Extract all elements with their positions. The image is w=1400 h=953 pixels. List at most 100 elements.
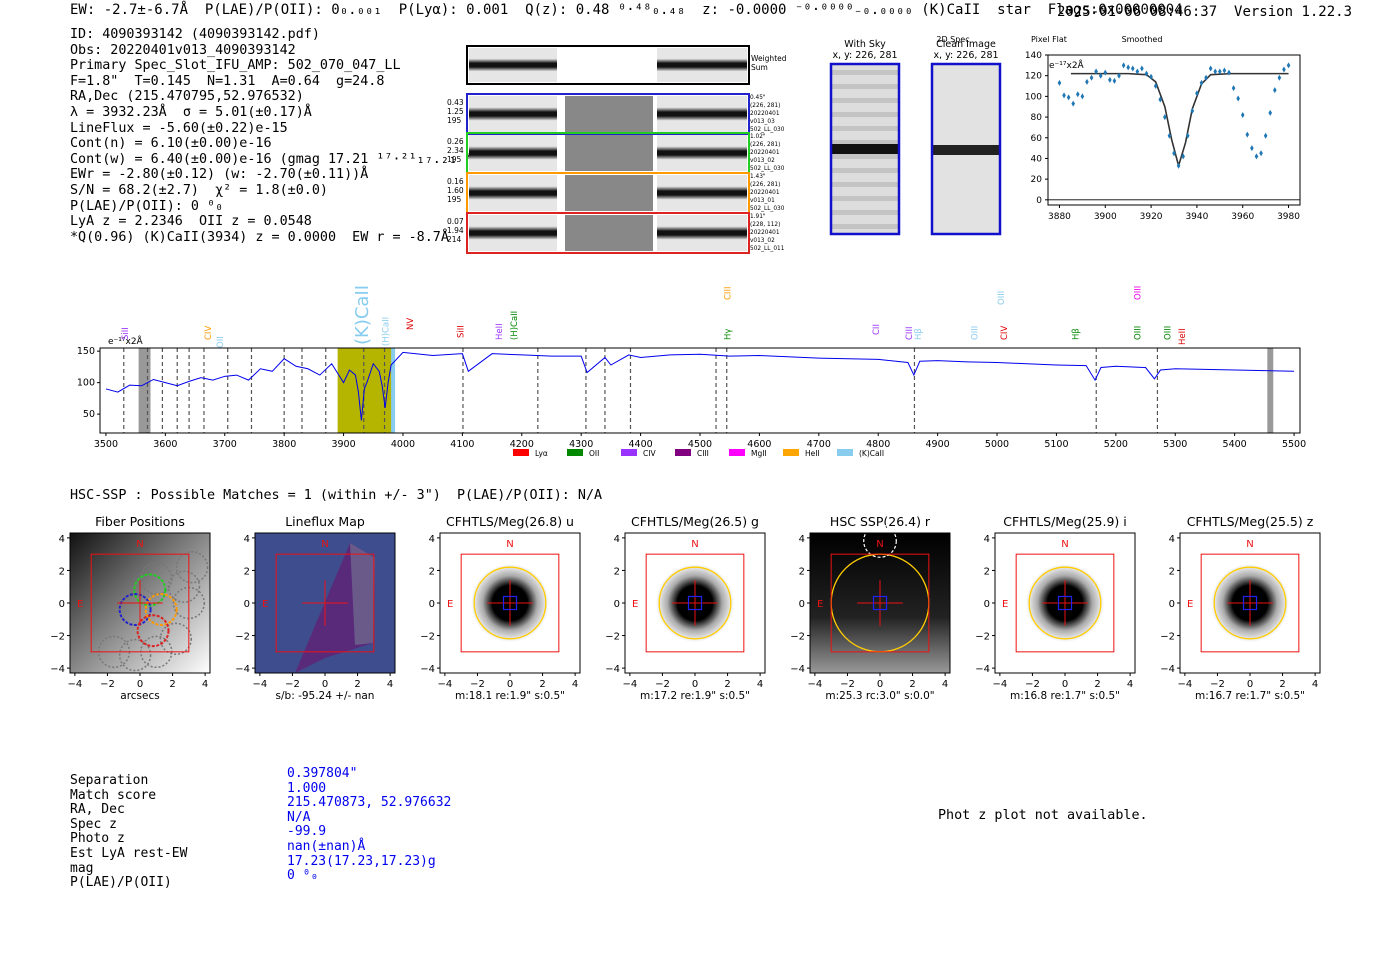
panel-y-tick: 0 — [799, 599, 805, 610]
panel-y-tick: 4 — [429, 534, 435, 545]
fit-x-tick: 3980 — [1277, 212, 1300, 222]
spectrum-unit-label: e⁻¹⁷x2Å — [108, 335, 144, 347]
col-header-flat: Pixel Flat — [1031, 35, 1067, 44]
panel-x-tick: 4 — [757, 679, 763, 690]
cutout-meta: 20220401 — [750, 230, 780, 236]
legend-label: (K)CaII — [859, 449, 884, 458]
cutout-panel-star: CFHTLS/Meg(25.9) i N E −4−4 −2 −2 0 0 2 2 4 4 m:16.8… — [975, 514, 1136, 702]
panel-xlabel: m:16.8 re:1.7" s:0.5" — [1010, 690, 1120, 702]
panel-x-tick: 2 — [909, 679, 915, 690]
panel-x-tick: 4 — [942, 679, 948, 690]
cutout-panel-star: CFHTLS/Meg(25.5) z N E −4−4 −2 −2 0 0 2 2 4 4 m:16.7… — [1160, 514, 1321, 702]
panel-y-tick: −4 — [50, 664, 65, 675]
spectrum-y-tick: 50 — [83, 409, 95, 420]
line-label: (K)CaII — [352, 285, 373, 345]
with-sky-title: With Sky — [844, 39, 886, 50]
legend-swatch — [783, 449, 799, 456]
panel-x-tick: 0 — [1062, 679, 1068, 690]
fit-data-point — [1245, 131, 1250, 138]
shaded-region — [138, 348, 151, 433]
weighted-sum-frame — [466, 45, 750, 85]
fit-unit-label: e⁻¹⁷x2Å — [1049, 59, 1085, 71]
north-label: N — [876, 539, 883, 550]
panel-y-tick: 2 — [1169, 566, 1175, 577]
line-label: CIV — [204, 326, 214, 340]
panel-y-tick: 0 — [984, 599, 990, 610]
legend-label: HeII — [805, 449, 820, 458]
panel-y-tick: 4 — [984, 534, 990, 545]
spectrum-x-tick: 3700 — [213, 439, 237, 450]
spectrum-x-tick: 5100 — [1044, 439, 1068, 450]
photz-message: Phot z plot not available. — [938, 808, 1148, 823]
panel-x-tick: 2 — [1279, 679, 1285, 690]
fit-y-tick: 0 — [1036, 196, 1042, 206]
spectrum-line — [105, 351, 1295, 421]
line-label: NV — [406, 318, 416, 330]
fit-data-point — [1130, 65, 1135, 72]
east-label: E — [77, 599, 83, 610]
spectrum-x-tick: 4700 — [807, 439, 831, 450]
fit-data-point — [1135, 68, 1140, 75]
legend-label: Lyα — [535, 449, 548, 458]
fit-data-point — [1149, 73, 1153, 80]
fiber-marker — [1242, 595, 1258, 611]
match-value: N/A — [287, 809, 311, 825]
fit-data-point — [1273, 87, 1277, 94]
cutout-stat: 195 — [447, 116, 462, 125]
fit-curve — [1070, 72, 1289, 169]
panel-x-tick: −2 — [285, 679, 300, 690]
cutout-stat: 2.34 — [447, 146, 464, 155]
match-label: mag — [70, 860, 94, 876]
panel-y-tick: −4 — [235, 664, 250, 675]
fit-data-point — [1227, 69, 1231, 76]
weighted-sum-label: Sum — [751, 63, 768, 72]
cutout-meta: v013_01 — [750, 198, 775, 204]
cutout-cell — [565, 175, 653, 211]
panel-y-tick: 0 — [244, 599, 250, 610]
spectrum-x-tick: 3600 — [153, 439, 177, 450]
fit-data-point — [1222, 67, 1227, 74]
panel-x-tick: −4 — [438, 679, 453, 690]
info-line: Primary Spec_Slot_IFU_AMP: 502_070_047_L… — [70, 58, 401, 74]
cutout-meta: (226, 281) — [750, 142, 780, 148]
info-line: Obs: 20220401v013_4090393142 — [70, 42, 296, 58]
panel-y-tick: −2 — [975, 632, 990, 643]
cutout-cell — [469, 215, 557, 251]
panel-x-tick: 4 — [572, 679, 578, 690]
legend-label: MgII — [751, 449, 767, 458]
cutout-meta: 502_LL_011 — [750, 246, 785, 252]
panel-x-tick: −4 — [1178, 679, 1193, 690]
panel-x-tick: 0 — [507, 679, 513, 690]
match-value: 17.23(17.23,17.23)g — [287, 853, 436, 869]
with-sky-image — [829, 62, 901, 236]
cutout-cell — [657, 175, 747, 211]
cutout-stat: 0.43 — [447, 98, 464, 107]
fit-data-point — [1259, 150, 1263, 157]
spectrum-plot: 3500 3600 3700 3800 3900 4000 4100 4200 4300 4400… — [77, 285, 1306, 458]
fit-y-tick: 120 — [1025, 72, 1042, 82]
panel-x-tick: 4 — [1312, 679, 1318, 690]
panel-x-tick: −2 — [840, 679, 855, 690]
cutout-panel-star: CFHTLS/Meg(26.5) g N E −4−4 −2 −2 0 0 2 2 4 4 m:17.2… — [605, 514, 766, 702]
fit-y-tick: 20 — [1031, 175, 1043, 185]
shaded-region — [391, 348, 396, 433]
panel-x-tick: 4 — [202, 679, 208, 690]
cutout-cell — [565, 96, 653, 132]
panel-title: CFHTLS/Meg(26.5) g — [631, 514, 759, 529]
header-timestamp-version: 2025-01-06 08:46:37 Version 1.22.3 — [1057, 4, 1352, 20]
info-line: P(LAE)/P(OII): 0 ⁰₀ — [70, 198, 224, 214]
legend-swatch — [513, 449, 529, 456]
line-label: OIII — [1134, 326, 1144, 340]
line-label: CIII — [905, 327, 915, 340]
info-line: LyA z = 2.2346 OII z = 0.0548 — [70, 214, 312, 230]
panel-x-tick: 2 — [1094, 679, 1100, 690]
fit-data-point — [1277, 74, 1282, 81]
cutout-cell — [657, 215, 747, 251]
panel-x-tick: 2 — [354, 679, 360, 690]
fit-data-point — [1213, 68, 1218, 75]
panel-x-tick: −2 — [100, 679, 115, 690]
line-label: CIII — [724, 287, 734, 300]
panel-x-tick: 2 — [724, 679, 730, 690]
panel-x-tick: 0 — [1247, 679, 1253, 690]
